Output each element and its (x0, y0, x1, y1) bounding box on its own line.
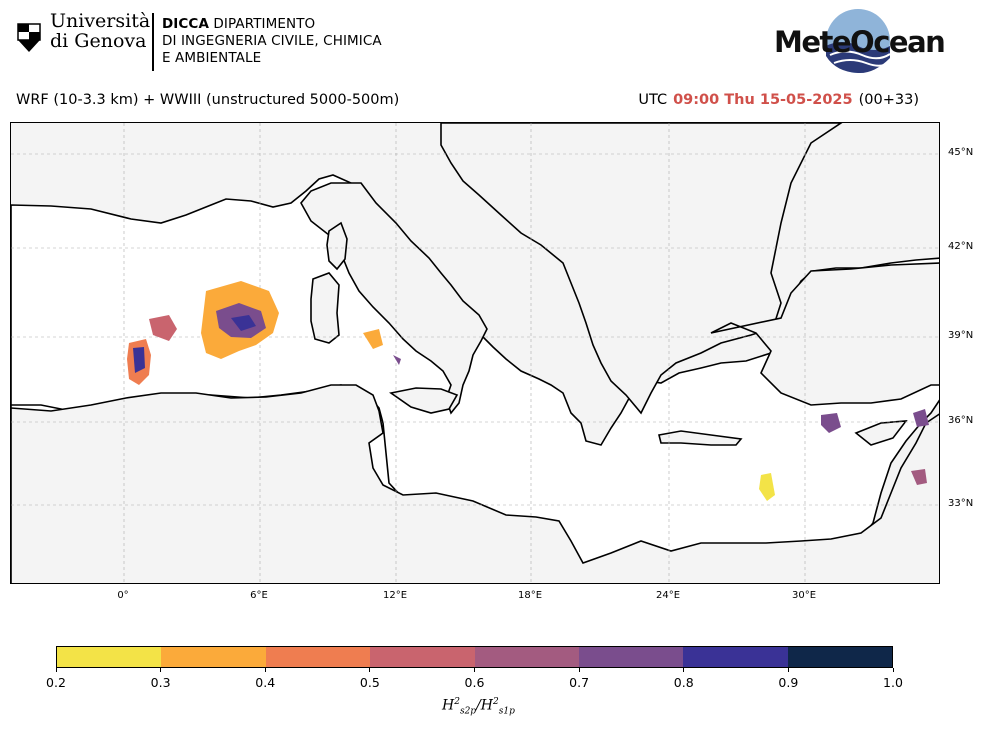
colorbar-label: H2s2p/H2s1p (442, 697, 515, 717)
colorbar-tick-label: 1.0 (883, 675, 903, 690)
university-name-line2: di Genova (50, 30, 147, 52)
levant-patch (911, 469, 927, 485)
iberia-patch-core (133, 347, 145, 373)
balkans-coast (440, 123, 843, 415)
colorbar-segment (787, 647, 892, 667)
libyan-sea-patch (759, 473, 775, 501)
lon-label: 30°E (791, 590, 817, 601)
forecast-step: (00+33) (858, 92, 919, 108)
colorbar-tick (683, 668, 685, 672)
crete-island (658, 430, 743, 446)
department-line1: DIPARTIMENTO (213, 16, 316, 32)
meteocean-logo: MeteOcean (770, 8, 946, 78)
department-line3: E AMBIENTALE (162, 50, 262, 66)
utc-label: UTC (638, 92, 668, 108)
colorbar-tick (55, 668, 57, 672)
mediterranean-map (11, 123, 939, 583)
colorbar (56, 646, 893, 668)
sicily-island (389, 387, 459, 414)
department-line2: DI INGEGNERIA CIVILE, CHIMICA (162, 33, 382, 49)
cyprus-patch (913, 409, 929, 427)
map-panel (10, 122, 940, 584)
meteocean-brand-text: MeteOcean (774, 25, 946, 59)
north-africa-coast (11, 384, 939, 583)
lat-label: 45°N (948, 147, 974, 158)
cyprus-island (854, 420, 908, 446)
colorbar-tick (160, 668, 162, 672)
model-title: WRF (10-3.3 km) + WWIII (unstructured 50… (16, 92, 400, 108)
colorbar-tick (578, 668, 580, 672)
sardinia-island (310, 272, 340, 344)
colorbar-segment (161, 647, 266, 667)
balearic-patch-deep (231, 315, 256, 331)
lon-label: 18°E (517, 590, 543, 601)
lon-label: 12°E (382, 590, 408, 601)
colorbar-segment (578, 647, 684, 667)
colorbar-tick-label: 0.2 (46, 675, 66, 690)
lon-label: 6°E (250, 590, 268, 601)
university-of-genova-logo: Università di Genova (14, 12, 154, 62)
forecast-time: 09:00 Thu 15-05-2025 (673, 92, 853, 108)
unige-crest-icon (17, 23, 41, 52)
colorbar-tick-label: 0.3 (150, 675, 171, 690)
tyrrhenian-patch (363, 329, 383, 349)
wave-ratio-patches (127, 281, 929, 501)
colorbar-tick (474, 668, 475, 672)
lon-label: 24°E (655, 590, 681, 601)
colorbar-tick-label: 0.7 (569, 675, 590, 690)
department-name: DICCA DIPARTIMENTO DI INGEGNERIA CIVILE,… (162, 16, 382, 67)
anatolia-coast (710, 262, 939, 406)
colorbar-tick (787, 668, 789, 672)
colorbar-tick (264, 668, 266, 672)
menorca-patch (149, 315, 177, 341)
corsica-island (326, 221, 348, 271)
logo-divider (152, 13, 154, 71)
forecast-time-line: UTC 09:00 Thu 15-05-2025 (00+33) (638, 92, 919, 108)
department-acronym: DICCA (162, 16, 209, 32)
ionian-patch (393, 355, 401, 365)
colorbar-segment (474, 647, 579, 667)
university-name-line1: Università (50, 10, 151, 32)
wave-globe-icon (826, 9, 891, 74)
colorbar-tick-label: 0.8 (673, 675, 694, 690)
lat-label: 33°N (948, 498, 974, 509)
colorbar-tick-label: 0.9 (778, 675, 799, 690)
graticule (11, 123, 939, 583)
lat-label: 39°N (948, 330, 974, 341)
colorbar-segment (57, 647, 162, 667)
colorbar-tick (369, 668, 371, 672)
colorbar-tick-label: 0.6 (464, 675, 485, 690)
rhodes-patch (821, 413, 841, 433)
colorbar-tick-label: 0.5 (359, 675, 380, 690)
colorbar-segment (683, 647, 788, 667)
colorbar-segment (265, 647, 371, 667)
lon-label: 0° (117, 590, 129, 601)
colorbar-tick (892, 668, 894, 672)
colorbar-segment (370, 647, 475, 667)
colorbar-tick-label: 0.4 (255, 675, 276, 690)
lat-label: 36°N (948, 415, 974, 426)
lat-label: 42°N (948, 241, 974, 252)
